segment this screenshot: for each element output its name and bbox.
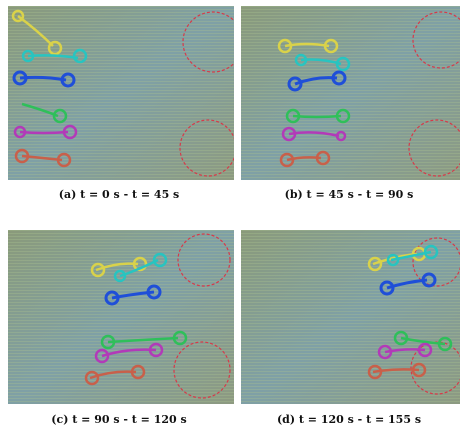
robot-trajectory-red: [84, 364, 146, 386]
caption-d: (d) t = 120 s - t = 155 s: [276, 413, 422, 426]
target-circle: [412, 237, 460, 287]
panel-d: [241, 230, 460, 404]
panel-b: [241, 6, 460, 180]
panel-b-image: [241, 6, 460, 180]
robot-trajectory-green: [285, 108, 351, 124]
target-circle: [179, 119, 234, 177]
target-circle: [182, 11, 234, 73]
target-circle: [177, 233, 231, 287]
robot-trajectory-magenta: [94, 342, 164, 364]
caption-b: (b) t = 45 s - t = 90 s: [284, 188, 414, 201]
panel-c-image: [8, 230, 234, 404]
robot-trajectory-magenta: [281, 126, 347, 142]
robot-trajectory-blue: [104, 284, 162, 306]
robot-trajectory-red: [279, 150, 331, 168]
robot-trajectory-blue: [287, 70, 347, 92]
robot-trajectory-red: [14, 148, 72, 168]
robot-trajectory-blue: [379, 272, 437, 296]
robot-trajectory-yellow: [90, 256, 148, 278]
robot-trajectory-magenta: [377, 342, 433, 360]
panel-a-image: [8, 6, 234, 180]
robot-trajectory-cyan: [21, 48, 88, 64]
panel-d-image: [241, 230, 460, 404]
caption-c: (c) t = 90 s - t = 120 s: [51, 413, 187, 426]
robot-trajectory-red: [367, 362, 427, 380]
robot-trajectory-green: [100, 330, 188, 350]
robot-trajectory-green: [21, 102, 68, 124]
target-circle: [173, 341, 231, 399]
robot-trajectory-green: [393, 330, 453, 352]
target-circle: [408, 119, 460, 177]
panel-a: [8, 6, 234, 180]
robot-trajectory-blue: [12, 70, 76, 88]
robot-trajectory-cyan: [113, 252, 168, 283]
robot-trajectory-yellow: [11, 9, 63, 56]
target-circle: [412, 11, 460, 69]
panel-c: [8, 230, 234, 404]
target-circle: [410, 341, 460, 395]
robot-trajectory-cyan: [386, 244, 439, 267]
robot-trajectory-magenta: [13, 124, 78, 140]
robot-trajectory-yellow: [277, 38, 339, 54]
robot-trajectory-cyan: [294, 53, 351, 72]
caption-a: (a) t = 0 s - t = 45 s: [58, 188, 180, 201]
